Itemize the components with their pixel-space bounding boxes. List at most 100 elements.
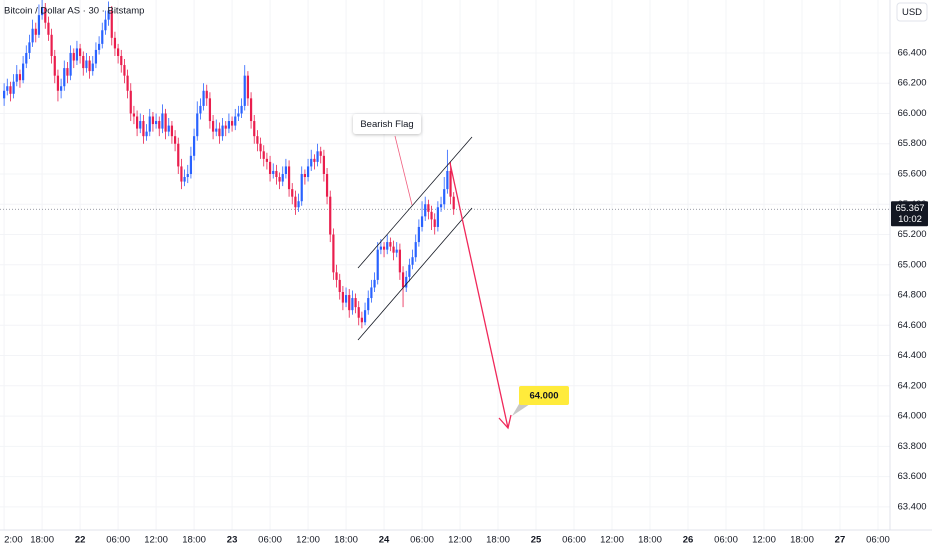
- candle-body: [332, 234, 335, 273]
- candle-body: [66, 68, 69, 76]
- callout-pointer: [394, 135, 413, 206]
- candle-body: [357, 307, 360, 318]
- candle-body: [173, 136, 177, 144]
- y-tick-label: 65.000: [897, 259, 926, 270]
- candle-body: [94, 49, 98, 64]
- x-tick-label: 24: [379, 535, 390, 546]
- countdown-label: 10:02: [898, 214, 922, 225]
- candle-body: [265, 158, 269, 162]
- x-tick-label: 12:00: [296, 535, 320, 546]
- x-tick-label: 06:00: [410, 535, 434, 546]
- x-tick-label: 12:00: [752, 535, 776, 546]
- candle-body: [97, 43, 101, 50]
- candle-body: [25, 52, 28, 64]
- y-tick-label: 64.000: [897, 411, 926, 422]
- candle-body: [436, 207, 439, 227]
- candle-body: [129, 90, 132, 114]
- candle-body: [373, 279, 376, 288]
- candle-body: [6, 86, 9, 91]
- candle-body: [351, 298, 354, 311]
- pattern-label: Bearish Flag: [360, 119, 413, 130]
- candle-body: [167, 125, 170, 132]
- candle-body: [287, 166, 291, 190]
- target-label: 64.000: [529, 391, 558, 402]
- candle-body: [230, 121, 234, 126]
- candle-body: [253, 121, 256, 137]
- candle-body: [41, 7, 44, 16]
- candle-body: [12, 81, 15, 94]
- candle-body: [113, 37, 117, 49]
- grid: [0, 0, 890, 530]
- currency-button[interactable]: [896, 2, 928, 22]
- x-tick-label: 18:00: [638, 535, 662, 546]
- candle-body: [338, 279, 341, 293]
- x-tick-label: 06:00: [562, 535, 586, 546]
- candle-body: [107, 10, 110, 20]
- x-tick-label: 18:00: [182, 535, 206, 546]
- candle-body: [164, 113, 167, 132]
- x-tick-label: 25: [531, 535, 542, 546]
- candle-body: [439, 204, 443, 208]
- candle-body: [218, 128, 221, 137]
- axes-labels: 63.400 63.600 63.800 64.000 64.200 64.400 64.6…: [4, 47, 928, 546]
- x-tick-label: 12:00: [600, 535, 624, 546]
- candle-body: [344, 295, 348, 303]
- candle-body: [354, 298, 357, 308]
- candle-body: [227, 121, 231, 129]
- channel-upper: [357, 136, 473, 269]
- candle-body: [123, 65, 126, 76]
- candle-body: [367, 298, 370, 311]
- candle-body: [401, 272, 405, 288]
- last-price-box: [891, 201, 928, 227]
- candle-body: [300, 173, 303, 202]
- candle-body: [335, 272, 338, 280]
- candle-body: [370, 287, 373, 299]
- candle-body: [316, 151, 319, 162]
- candle-body: [56, 75, 60, 91]
- candle-body: [268, 161, 272, 174]
- time-axis: [0, 530, 932, 550]
- candle-body: [47, 22, 50, 35]
- candle-body: [126, 75, 129, 91]
- x-tick-label: 27: [835, 535, 846, 546]
- y-tick-label: 64.600: [897, 320, 926, 331]
- candle-body: [180, 166, 183, 182]
- candle-body: [234, 116, 237, 126]
- candle-body: [360, 317, 363, 323]
- candle-body: [63, 68, 66, 87]
- price-axis: [890, 0, 932, 550]
- x-tick-label: 18:00: [486, 535, 510, 546]
- y-tick-label: 65.800: [897, 138, 926, 149]
- candle-body: [183, 177, 186, 182]
- candle-body: [256, 136, 259, 144]
- candle-body: [161, 113, 164, 129]
- candle-body: [382, 246, 386, 250]
- callout-box: [353, 114, 421, 134]
- candle-body: [398, 249, 401, 273]
- last-price-label: 65.367: [895, 203, 924, 214]
- candle-body: [281, 173, 284, 182]
- candle-body: [208, 98, 212, 122]
- projection-arrow: [449, 162, 509, 429]
- y-tick-label: 63.400: [897, 501, 926, 512]
- candle-body: [408, 264, 411, 277]
- candle-body: [379, 246, 382, 250]
- candle-body: [446, 170, 449, 190]
- candle-body: [224, 125, 227, 129]
- candle-body: [69, 52, 72, 76]
- candle-body: [158, 121, 161, 129]
- currency-label: USD: [902, 7, 922, 18]
- candle-body: [9, 86, 12, 94]
- x-tick-label: 22: [75, 535, 86, 546]
- candle-body: [88, 60, 91, 72]
- candle-body: [348, 295, 351, 311]
- candle-body: [306, 166, 310, 178]
- y-tick-label: 65.200: [897, 229, 926, 240]
- candle-body: [79, 48, 82, 56]
- candle-body: [272, 170, 275, 174]
- candle-body: [101, 30, 104, 44]
- candle-body: [142, 121, 145, 137]
- x-tick-label: 06:00: [258, 535, 282, 546]
- candle-body: [405, 276, 408, 288]
